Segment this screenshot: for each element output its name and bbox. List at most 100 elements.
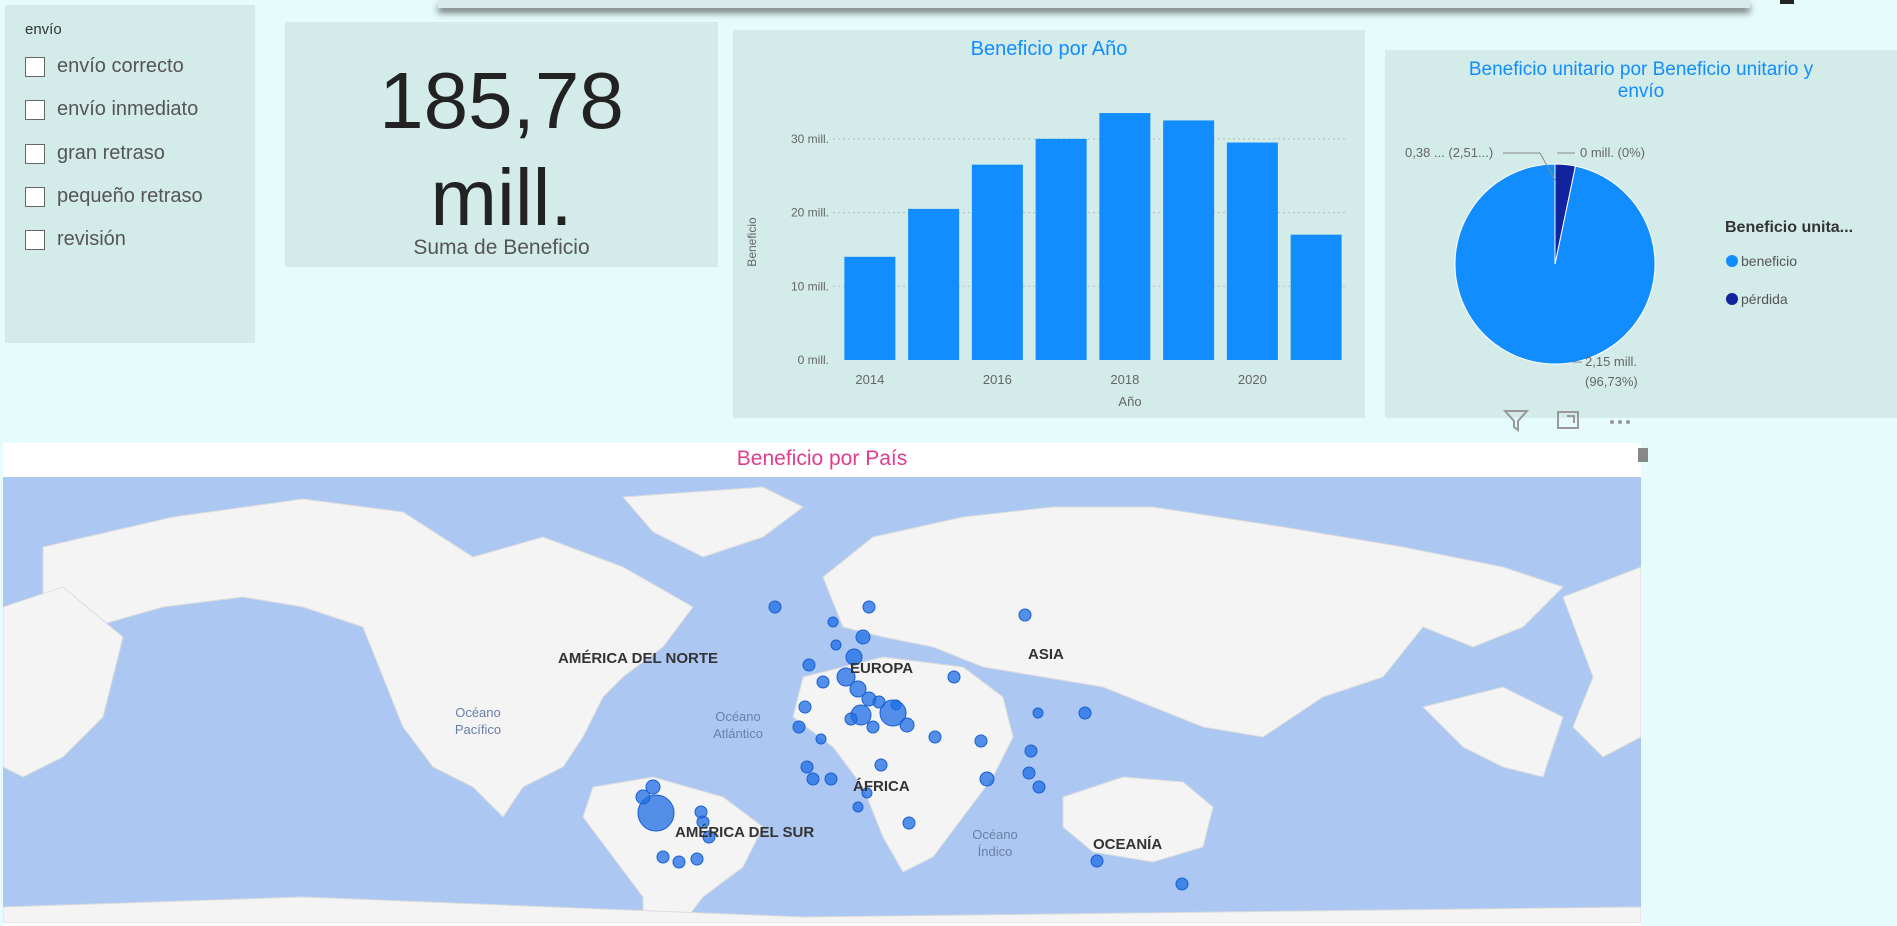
map-bubble[interactable] [806, 772, 820, 786]
land-masses [3, 486, 1641, 923]
kpi-value-unit: mill. [430, 153, 573, 242]
map-bubble[interactable] [1032, 780, 1046, 794]
map-bubble[interactable] [800, 760, 814, 774]
map-canvas[interactable]: AMÉRICA DEL NORTE EUROPA ASIA ÁFRICA AMÉ… [3, 477, 1641, 923]
pie-data-label-bottom-2: (96,73%) [1585, 374, 1638, 389]
bar-2017[interactable] [1035, 138, 1087, 360]
map-bubble[interactable] [768, 600, 782, 614]
pie-chart-title-line1: Beneficio unitario por Beneficio unitari… [1469, 59, 1814, 80]
bar-chart-card[interactable]: Beneficio por Año Beneficio Año 0 mill. 1… [733, 30, 1365, 418]
legend-swatch [1726, 255, 1738, 267]
checkbox[interactable] [25, 56, 45, 77]
map-bubble[interactable] [836, 667, 856, 687]
map-bubble[interactable] [802, 658, 816, 672]
focus-mode-icon[interactable] [1555, 408, 1581, 438]
pie-chart: Beneficio unitario por Beneficio unitari… [1405, 59, 1853, 389]
map-bubble[interactable] [855, 629, 871, 645]
map-bubble[interactable] [1175, 877, 1189, 891]
pie-legend: beneficio pérdida [1726, 253, 1797, 307]
north-america-land [42, 498, 694, 818]
bar-chart-x-ticks: 2014 2016 2018 2020 [855, 372, 1266, 387]
map-bubble[interactable] [690, 852, 704, 866]
map-bubble[interactable] [874, 758, 888, 772]
map-bubble[interactable] [792, 720, 806, 734]
kpi-card[interactable]: 185,78 mill. Suma de Beneficio [285, 22, 718, 267]
map-bubble[interactable] [947, 670, 961, 684]
checkbox[interactable] [25, 186, 45, 207]
leader-line [1539, 152, 1556, 181]
x-tick-label: 2018 [1110, 372, 1139, 387]
map-bubble[interactable] [1090, 854, 1104, 868]
slicer-item-gran-retraso[interactable]: gran retraso [25, 142, 165, 165]
map-bubble[interactable] [852, 801, 864, 813]
map-bubble[interactable] [899, 717, 915, 733]
map-bubble[interactable] [974, 734, 988, 748]
map-bubble[interactable] [879, 699, 907, 727]
bar-2014[interactable] [844, 256, 896, 360]
map-bubble[interactable] [645, 779, 661, 795]
slicer-item-revision[interactable]: revisión [25, 228, 126, 251]
map-bubble[interactable] [849, 680, 867, 698]
x-tick-label: 2016 [983, 372, 1012, 387]
map-bubble[interactable] [845, 648, 863, 666]
map-bubble[interactable] [824, 772, 838, 786]
bar-2020[interactable] [1226, 142, 1278, 360]
slicer-item-pequeno-retraso[interactable]: pequeño retraso [25, 185, 203, 208]
checkbox[interactable] [25, 143, 45, 164]
ocean-labels: Océano Pacífico Océano Atlántico Océano … [455, 705, 1018, 859]
map-bubble[interactable] [844, 712, 858, 726]
map-resize-handle[interactable] [1638, 448, 1648, 462]
map-card[interactable]: Beneficio por País AMÉRICA DEL NORTE EUR… [3, 443, 1641, 926]
legend-swatch [1726, 293, 1738, 305]
map-bubble[interactable] [702, 830, 716, 844]
africa-land [792, 656, 1014, 873]
map-bubble[interactable] [1024, 744, 1038, 758]
map-bubble[interactable] [1078, 706, 1092, 720]
map-bubble[interactable] [872, 695, 886, 709]
slicer-item-envio-inmediato[interactable]: envío inmediato [25, 98, 198, 121]
envio-slicer: envío envío correcto envío inmediato gra… [5, 5, 255, 343]
ocean-label: Océano [972, 827, 1018, 842]
map-bubble[interactable] [637, 794, 675, 832]
map-bubble[interactable] [1018, 608, 1032, 622]
map-bubble[interactable] [866, 720, 880, 734]
south-america-land [582, 776, 764, 923]
greenland-land [621, 486, 804, 558]
map-bubble[interactable] [694, 805, 708, 819]
ocean-label: Océano [715, 709, 761, 724]
bar-chart-xlabel: Año [1118, 394, 1141, 409]
slicer-item-label: revisión [57, 228, 126, 250]
map-bubble[interactable] [928, 730, 942, 744]
left-landmass [3, 586, 124, 778]
slicer-item-envio-correcto[interactable]: envío correcto [25, 55, 184, 78]
map-bubble[interactable] [815, 733, 827, 745]
map-bubble[interactable] [635, 789, 651, 805]
map-bubble[interactable] [979, 771, 995, 787]
map-bubble[interactable] [798, 700, 812, 714]
more-options-icon[interactable] [1607, 408, 1633, 438]
kpi-value-number: 185,78 [379, 56, 624, 145]
map-bubble[interactable] [656, 850, 670, 864]
map-bubble[interactable] [902, 816, 916, 830]
checkbox[interactable] [25, 99, 45, 120]
map-bubble[interactable] [1032, 707, 1044, 719]
map-bubble[interactable] [830, 639, 842, 651]
pie-slice-pérdida[interactable] [1554, 163, 1576, 265]
bar-2016[interactable] [971, 164, 1023, 360]
map-bubble[interactable] [862, 600, 876, 614]
map-bubble[interactable] [827, 616, 839, 628]
bar-2019[interactable] [1163, 120, 1215, 360]
bar-chart-y-ticks: 0 mill. 10 mill. 20 mill. 30 mill. [791, 132, 829, 367]
pie-chart-card[interactable]: Beneficio unitario por Beneficio unitari… [1385, 50, 1897, 418]
checkbox[interactable] [25, 229, 45, 250]
filter-icon[interactable] [1502, 408, 1530, 438]
pie-legend-title: Beneficio unita... [1725, 219, 1853, 236]
kpi-value: 185,78 mill. [285, 52, 718, 246]
map-bubble[interactable] [672, 855, 686, 869]
map-bubble[interactable] [1022, 766, 1036, 780]
map-bubble[interactable] [861, 787, 873, 799]
bar-2021[interactable] [1290, 234, 1342, 360]
bar-2018[interactable] [1099, 113, 1151, 360]
map-bubble[interactable] [816, 675, 830, 689]
bar-2015[interactable] [908, 208, 960, 360]
